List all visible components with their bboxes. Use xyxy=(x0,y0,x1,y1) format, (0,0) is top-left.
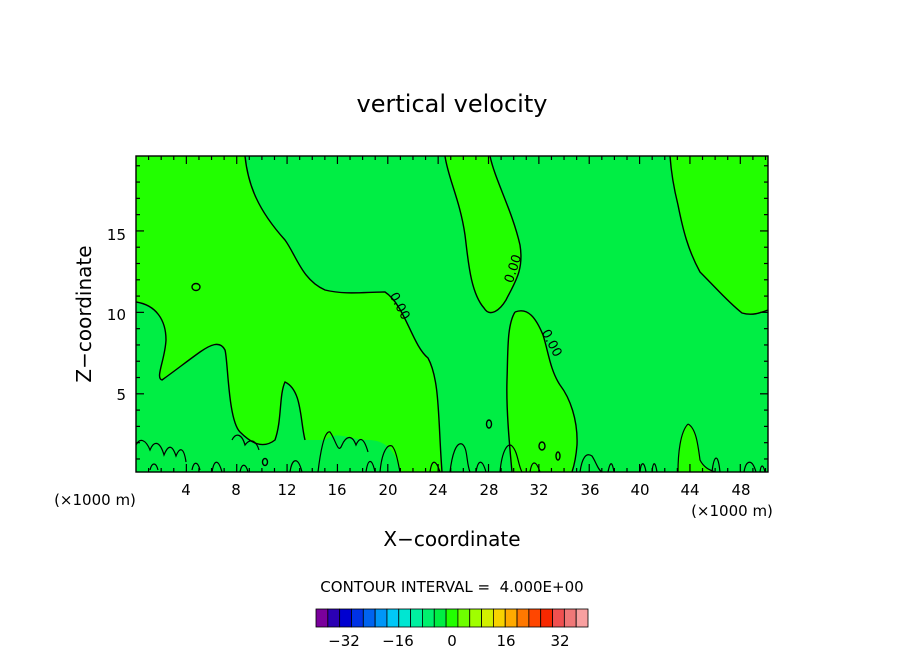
colorbar-cell xyxy=(374,608,388,628)
colorbar: CONTOUR INTERVAL = 4.000E+00 −32 −16 0 1… xyxy=(315,578,589,650)
x-tick-label: 20 xyxy=(378,481,397,499)
colorbar-cell xyxy=(315,608,329,628)
positive-region-middle-top xyxy=(445,156,521,313)
colorbar-cell xyxy=(540,608,553,628)
colorbar-cell xyxy=(528,608,542,628)
x-tick-label: 8 xyxy=(231,481,241,499)
x-tick-label: 48 xyxy=(731,481,750,499)
contour-line-bottom-wiggles xyxy=(136,423,766,472)
colorbar-cell xyxy=(504,608,518,628)
positive-regions xyxy=(136,156,768,472)
chart-title: vertical velocity xyxy=(357,90,548,118)
colorbar-tick-label: −32 xyxy=(328,632,360,650)
contour-lines xyxy=(136,156,768,472)
colorbar-cell xyxy=(386,608,400,628)
plot-area: 0.00 0.00 0.00 xyxy=(135,155,769,473)
colorbar-cell xyxy=(563,608,577,628)
colorbar-cell xyxy=(339,608,352,628)
positive-region-right xyxy=(670,156,768,315)
positive-region-middle-bottom xyxy=(506,310,578,472)
colorbar-cell xyxy=(398,608,412,628)
x-tick-label: 16 xyxy=(327,481,346,499)
contour-line-left-lower xyxy=(136,301,306,446)
colorbar-tick-label: 32 xyxy=(550,632,569,650)
y-axis: 5 10 15 Z−coordinate xyxy=(72,226,126,404)
contour-interval-text: CONTOUR INTERVAL = 4.000E+00 xyxy=(320,578,583,596)
x-tick-label: 28 xyxy=(479,481,498,499)
contour-line-right xyxy=(669,156,768,315)
contour-cell xyxy=(485,419,493,429)
tick-marks xyxy=(136,156,768,472)
colorbar-cell xyxy=(351,608,364,628)
x-tick-label: 24 xyxy=(428,481,447,499)
colorbar-cell xyxy=(469,608,482,628)
contour-cell xyxy=(555,451,561,461)
colorbar-tick-label: −16 xyxy=(382,632,414,650)
x-axis-label: X−coordinate xyxy=(383,527,520,551)
y-tick-label: 15 xyxy=(107,226,126,244)
contour-line-middle-bottom xyxy=(506,310,578,472)
colorbar-cell xyxy=(410,608,423,628)
colorbar-cell xyxy=(422,608,435,628)
x-unit-left: (×1000 m) xyxy=(54,491,136,509)
colorbar-cell xyxy=(457,608,471,628)
colorbar-cell xyxy=(362,608,376,628)
x-tick-label: 4 xyxy=(181,481,191,499)
plot-frame xyxy=(135,155,769,473)
contour-line-middle-top xyxy=(444,156,522,314)
contour-cell xyxy=(538,441,546,451)
x-tick-label: 40 xyxy=(630,481,649,499)
colorbar-cells xyxy=(315,608,589,628)
colorbar-cell xyxy=(492,608,506,628)
colorbar-cell xyxy=(552,608,565,628)
colorbar-tick-label: 0 xyxy=(447,632,457,650)
x-tick-label: 12 xyxy=(277,481,296,499)
x-tick-label: 44 xyxy=(680,481,699,499)
y-axis-label: Z−coordinate xyxy=(72,245,96,382)
x-axis: 4 8 12 16 20 24 28 32 36 40 44 48 (×1000… xyxy=(54,481,773,551)
colorbar-cell xyxy=(481,608,494,628)
contour-cell xyxy=(191,282,201,292)
colorbar-cell xyxy=(433,608,447,628)
x-unit-right: (×1000 m) xyxy=(691,502,773,520)
y-tick-label: 5 xyxy=(116,386,126,404)
colorbar-cell xyxy=(516,608,530,628)
colorbar-tick-label: 16 xyxy=(496,632,515,650)
positive-region-left xyxy=(136,156,442,472)
colorbar-cell xyxy=(575,608,589,628)
colorbar-cell xyxy=(327,608,341,628)
colorbar-cell xyxy=(445,608,459,628)
y-tick-label: 10 xyxy=(107,306,126,324)
x-tick-label: 36 xyxy=(580,481,599,499)
positive-region-bottom-right xyxy=(678,424,715,472)
contour-line-left xyxy=(244,156,443,472)
contour-cell xyxy=(261,457,269,467)
x-tick-label: 32 xyxy=(529,481,548,499)
